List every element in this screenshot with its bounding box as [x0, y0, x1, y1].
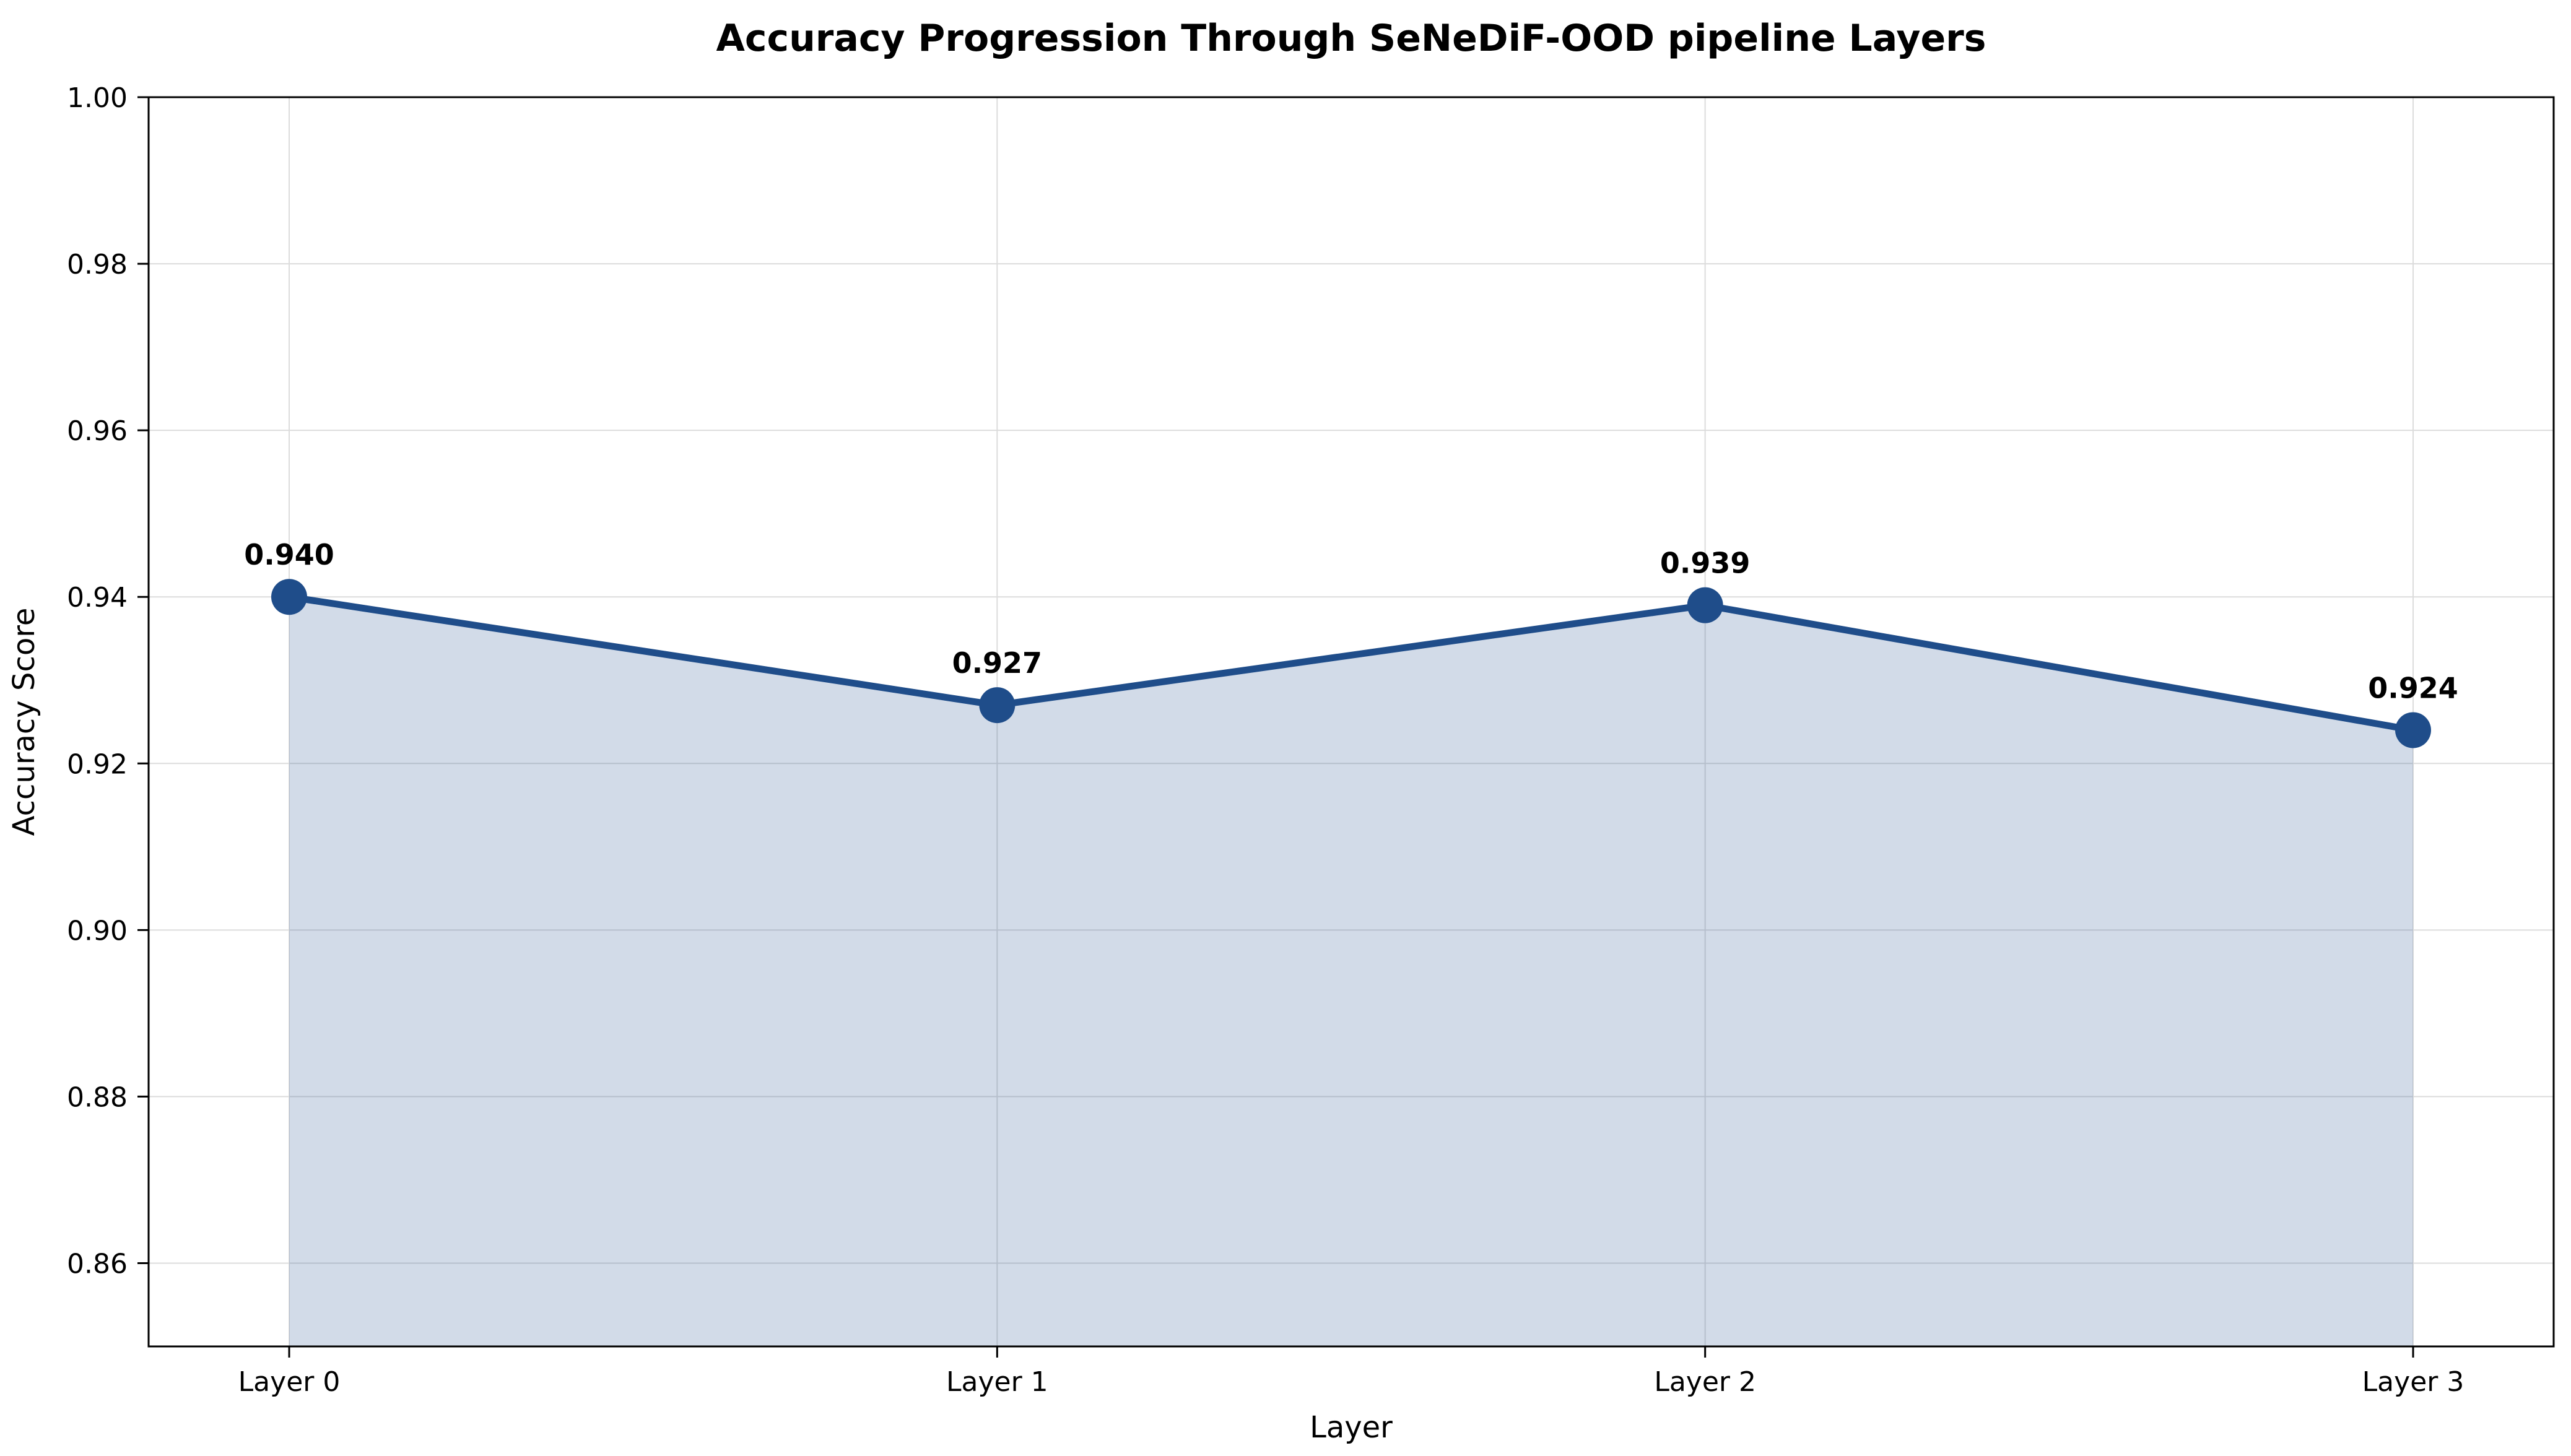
- y-axis-label: Accuracy Score: [7, 608, 41, 836]
- x-tick-label: Layer 3: [2362, 1366, 2464, 1398]
- x-tick-label: Layer 1: [946, 1366, 1048, 1398]
- y-tick-label: 0.88: [67, 1081, 128, 1113]
- data-line: [285, 593, 2417, 734]
- y-tick-label: 1.00: [67, 82, 128, 114]
- x-axis-label: Layer: [1310, 1410, 1393, 1445]
- data-point-label: 0.939: [1660, 547, 1751, 580]
- x-tick-label: Layer 2: [1654, 1366, 1756, 1398]
- data-point: [1687, 587, 1723, 623]
- data-point-label: 0.924: [2368, 671, 2458, 704]
- data-point: [979, 687, 1016, 724]
- y-tick-label: 0.86: [67, 1248, 128, 1280]
- axes-spines: [147, 96, 2555, 1348]
- y-tick-label: 0.94: [67, 582, 128, 613]
- data-point-label: 0.940: [244, 538, 334, 571]
- plot-border: [147, 96, 2555, 1348]
- data-point-label: 0.927: [952, 646, 1043, 680]
- data-series: 0.940 0.927 0.939 0.924: [244, 538, 2458, 748]
- area-fill-layer: [289, 597, 2413, 1347]
- y-tick-label: 0.96: [67, 415, 128, 447]
- chart-title: Accuracy Progression Through SeNeDiF-OOD…: [716, 17, 1986, 60]
- area-fill: [289, 597, 2413, 1347]
- gridlines: [149, 97, 2554, 1346]
- data-point: [2395, 712, 2431, 748]
- y-tick-label: 0.98: [67, 249, 128, 280]
- tick-marks-and-labels: 0.86 0.88 0.90 0.92 0.94 0.96 0.98 1.00 Layer 0 L…: [67, 82, 2464, 1398]
- data-point: [271, 579, 307, 615]
- y-tick-label: 0.90: [67, 915, 128, 947]
- y-tick-label: 0.92: [67, 748, 128, 780]
- x-tick-label: Layer 0: [238, 1366, 341, 1398]
